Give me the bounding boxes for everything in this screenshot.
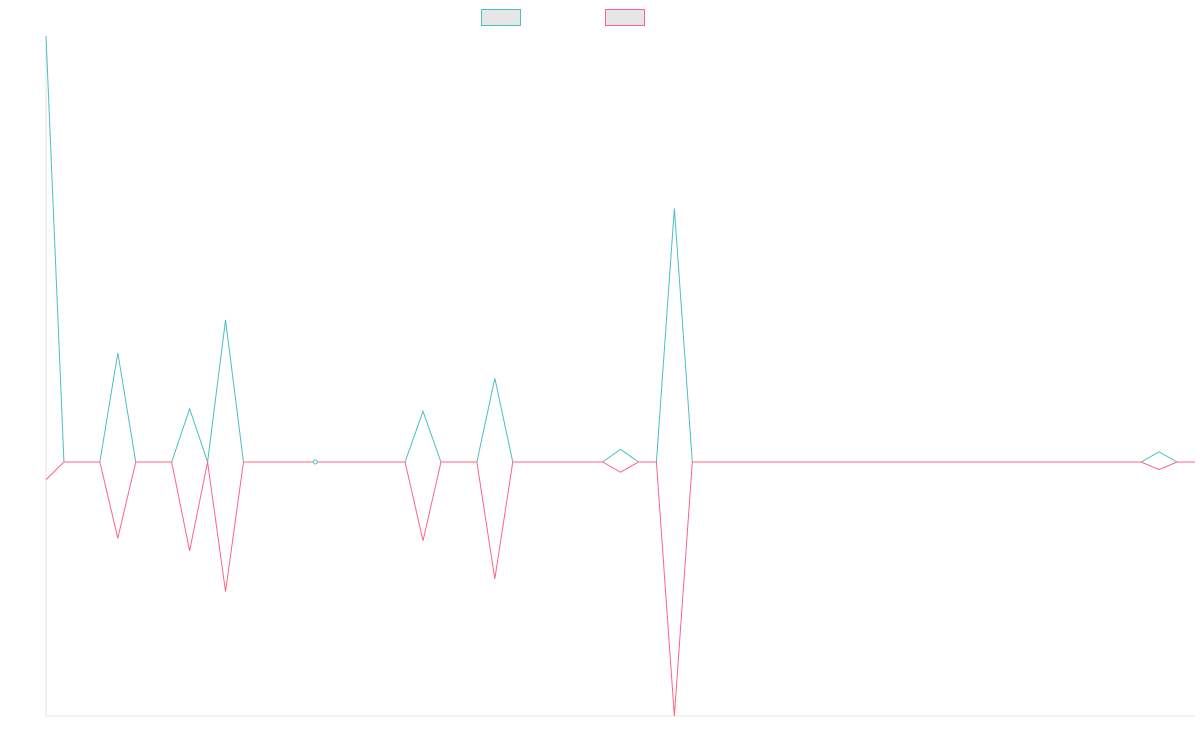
chart-axes <box>45 36 1195 717</box>
series-line-1 <box>45 35 1195 463</box>
marker-layer <box>312 459 318 465</box>
legend <box>481 9 645 26</box>
data-point-marker-1 <box>312 459 318 465</box>
series-layer <box>45 35 1195 717</box>
series-line-2 <box>45 461 1195 717</box>
legend-swatch-2 <box>605 9 645 26</box>
legend-swatch-1 <box>481 9 521 26</box>
